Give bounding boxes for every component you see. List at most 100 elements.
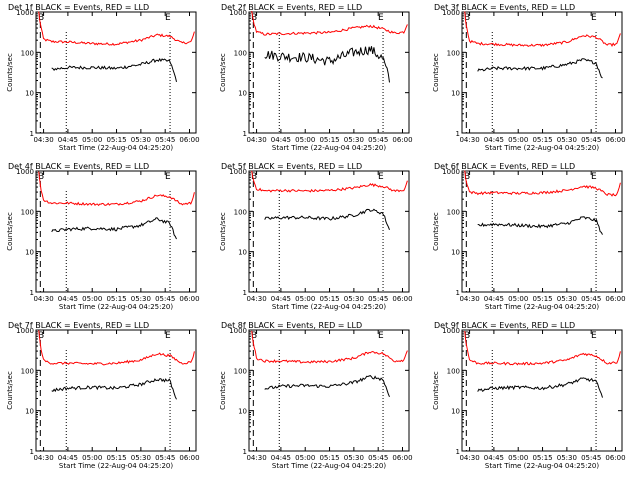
marker-end: E bbox=[165, 13, 171, 23]
y-axis-label: Counts/sec bbox=[432, 212, 440, 251]
y-tick-label: 100 bbox=[21, 208, 34, 216]
chart-title: Det 1f BLACK = Events, RED = LLD bbox=[8, 3, 149, 12]
x-tick-label: 05:00 bbox=[82, 454, 102, 462]
x-axis-label: Start Time (22-Aug-04 04:25:20) bbox=[272, 144, 386, 152]
lld-series-line bbox=[38, 11, 195, 46]
y-tick-label: 1 bbox=[456, 289, 460, 297]
x-tick-label: 04:30 bbox=[459, 454, 479, 462]
y-tick-label: 1 bbox=[30, 130, 34, 138]
x-tick-label: 06:00 bbox=[605, 295, 625, 303]
lld-series-line bbox=[251, 10, 408, 36]
x-tick-label: 05:30 bbox=[344, 295, 364, 303]
chart-panel: Det 9f BLACK = Events, RED = LLD 1 10 100 10… bbox=[432, 321, 626, 470]
y-axis-label: Counts/sec bbox=[432, 371, 440, 410]
chart-title: Det 2f BLACK = Events, RED = LLD bbox=[221, 3, 362, 12]
marker-end: E bbox=[165, 172, 171, 182]
x-tick-label: 05:30 bbox=[131, 295, 151, 303]
x-tick-label: 05:45 bbox=[155, 136, 175, 144]
x-tick-label: 04:45 bbox=[58, 136, 78, 144]
plot-frame bbox=[248, 170, 410, 293]
y-tick-label: 1000 bbox=[442, 9, 460, 17]
x-axis-label: Start Time (22-Aug-04 04:25:20) bbox=[59, 144, 173, 152]
x-tick-label: 05:45 bbox=[581, 136, 601, 144]
lld-series-line bbox=[38, 330, 195, 366]
x-tick-label: 04:45 bbox=[271, 295, 291, 303]
x-tick-label: 05:15 bbox=[106, 295, 126, 303]
y-axis-label: Counts/sec bbox=[219, 212, 227, 251]
y-tick-label: 1 bbox=[456, 448, 460, 456]
x-tick-label: 05:00 bbox=[508, 454, 528, 462]
chart-panel: Det 2f BLACK = Events, RED = LLD 1 10 100 10… bbox=[219, 3, 413, 152]
x-tick-label: 04:30 bbox=[459, 136, 479, 144]
x-tick-label: 05:45 bbox=[155, 295, 175, 303]
x-tick-label: 04:30 bbox=[246, 454, 266, 462]
x-axis-label: Start Time (22-Aug-04 04:25:20) bbox=[272, 303, 386, 311]
y-axis-label: Counts/sec bbox=[432, 53, 440, 92]
events-series-line bbox=[264, 375, 390, 397]
x-tick-label: 05:45 bbox=[368, 136, 388, 144]
x-axis-label: Start Time (22-Aug-04 04:25:20) bbox=[59, 303, 173, 311]
marker-begin: B bbox=[464, 331, 470, 341]
marker-end: E bbox=[165, 331, 171, 341]
x-tick-label: 05:00 bbox=[82, 295, 102, 303]
events-series-line bbox=[51, 378, 177, 400]
chart-panel: Det 6f BLACK = Events, RED = LLD 1 10 100 10… bbox=[432, 162, 626, 311]
y-tick-label: 1 bbox=[30, 448, 34, 456]
chart-title: Det 4f BLACK = Events, RED = LLD bbox=[8, 162, 149, 171]
marker-end: E bbox=[591, 13, 597, 23]
x-tick-label: 04:30 bbox=[33, 295, 53, 303]
events-series-line bbox=[477, 58, 603, 79]
x-tick-label: 05:15 bbox=[319, 136, 339, 144]
y-tick-label: 10 bbox=[238, 408, 247, 416]
y-tick-label: 100 bbox=[447, 49, 460, 57]
y-tick-label: 10 bbox=[25, 249, 34, 257]
x-tick-label: 04:45 bbox=[271, 136, 291, 144]
y-tick-label: 1000 bbox=[16, 327, 34, 335]
y-tick-label: 1 bbox=[243, 130, 247, 138]
x-tick-label: 05:00 bbox=[295, 136, 315, 144]
lld-series-line bbox=[251, 170, 408, 193]
x-tick-label: 05:15 bbox=[532, 136, 552, 144]
x-axis-label: Start Time (22-Aug-04 04:25:20) bbox=[485, 303, 599, 311]
x-tick-label: 05:15 bbox=[319, 454, 339, 462]
y-tick-label: 100 bbox=[21, 367, 34, 375]
x-tick-label: 04:45 bbox=[58, 295, 78, 303]
x-tick-label: 05:30 bbox=[344, 454, 364, 462]
x-tick-label: 05:45 bbox=[155, 454, 175, 462]
x-tick-label: 06:00 bbox=[179, 295, 199, 303]
y-tick-label: 1000 bbox=[442, 327, 460, 335]
x-tick-label: 05:00 bbox=[295, 295, 315, 303]
x-tick-label: 06:00 bbox=[392, 295, 412, 303]
lld-series-line bbox=[464, 330, 621, 366]
y-tick-label: 1000 bbox=[16, 9, 34, 17]
y-tick-label: 1000 bbox=[442, 168, 460, 176]
plot-frame bbox=[461, 170, 623, 293]
x-tick-label: 05:45 bbox=[368, 295, 388, 303]
y-tick-label: 1000 bbox=[16, 168, 34, 176]
x-tick-label: 05:45 bbox=[581, 295, 601, 303]
x-tick-label: 05:30 bbox=[557, 295, 577, 303]
marker-end: E bbox=[378, 13, 384, 23]
x-tick-label: 04:30 bbox=[246, 295, 266, 303]
marker-end: E bbox=[591, 331, 597, 341]
x-tick-label: 05:30 bbox=[131, 454, 151, 462]
y-tick-label: 10 bbox=[451, 90, 460, 98]
y-tick-label: 1000 bbox=[229, 168, 247, 176]
y-tick-label: 100 bbox=[234, 49, 247, 57]
y-tick-label: 100 bbox=[234, 367, 247, 375]
marker-begin: B bbox=[251, 331, 257, 341]
events-series-line bbox=[51, 217, 177, 240]
chart-panel: Det 1f BLACK = Events, RED = LLD 1 10 100 10… bbox=[6, 3, 200, 152]
x-tick-label: 04:30 bbox=[459, 295, 479, 303]
lld-series-line bbox=[464, 11, 621, 48]
events-series-line bbox=[477, 377, 603, 398]
y-tick-label: 1 bbox=[243, 289, 247, 297]
x-tick-label: 06:00 bbox=[392, 136, 412, 144]
x-tick-label: 05:00 bbox=[295, 454, 315, 462]
x-tick-label: 05:15 bbox=[106, 454, 126, 462]
chart-panel: Det 8f BLACK = Events, RED = LLD 1 10 100 10… bbox=[219, 321, 413, 470]
x-tick-label: 05:30 bbox=[344, 136, 364, 144]
y-tick-label: 1 bbox=[456, 130, 460, 138]
x-tick-label: 06:00 bbox=[392, 454, 412, 462]
